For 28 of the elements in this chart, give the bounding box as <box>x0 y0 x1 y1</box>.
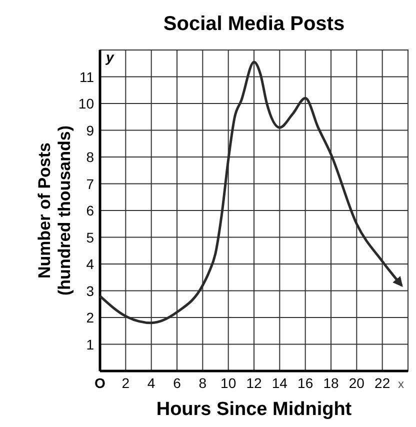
y-tick-label: 8 <box>86 149 94 165</box>
x-tick-label: 12 <box>246 375 262 391</box>
y-tick-label: 10 <box>78 96 94 112</box>
annotation: y <box>105 49 115 65</box>
y-axis-title: Number of Posts (hundred thousands) <box>35 126 74 296</box>
x-tick-label: 20 <box>348 375 365 391</box>
y-tick-label: 3 <box>86 282 94 299</box>
x-tick-label: 6 <box>173 375 182 391</box>
x-tick-label: 16 <box>298 375 314 391</box>
y-tick-label: 5 <box>86 229 94 246</box>
y-tick-label: 4 <box>86 256 94 272</box>
x-tick-label: 18 <box>323 375 339 391</box>
y-tick-label: 1 <box>86 336 94 352</box>
x-tick-label: 4 <box>147 375 156 391</box>
x-tick-label: 10 <box>220 375 236 391</box>
x-tick-label: 14 <box>272 375 288 391</box>
x-tick-label: 22 <box>374 375 390 391</box>
chart-title: Social Media Posts <box>163 13 345 35</box>
x-tick-label: 2 <box>122 375 130 391</box>
y-tick-label: 11 <box>79 68 94 85</box>
y-tick-label: 6 <box>86 202 94 218</box>
x-axis-title: Hours Since Midnight <box>156 399 352 420</box>
text: x <box>398 377 404 391</box>
y-tick-label: 9 <box>86 122 94 138</box>
y-tick-label: 7 <box>86 176 94 192</box>
x-tick-label: 8 <box>198 375 207 391</box>
y-tick-label: 2 <box>86 310 94 326</box>
x-tick-label: O <box>94 375 106 391</box>
